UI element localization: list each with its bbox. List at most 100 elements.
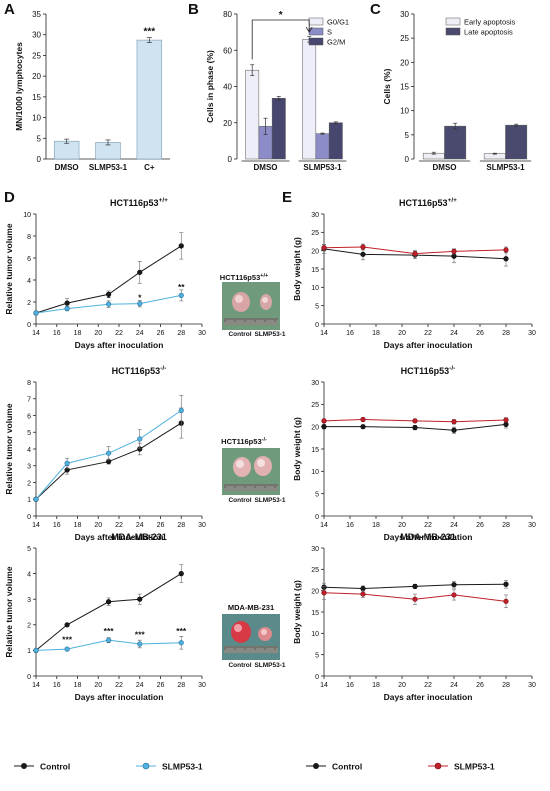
chart-d1-ytick-label: 8 — [27, 234, 31, 241]
chart-d2-ytick-label: 6 — [27, 413, 31, 420]
chart-e2-point-slmp53-1-day-28 — [503, 417, 509, 423]
chart-e3-xtick-label: 20 — [398, 682, 406, 689]
chart-d2-title-sup: -/- — [160, 365, 166, 372]
panel-letter-c: C — [370, 1, 381, 18]
chart-d1-ytick-label: 4 — [27, 278, 31, 285]
chart-d2-title: HCT116p53-/- — [112, 365, 167, 376]
chart-b-bar-g2-m-dmso — [271, 98, 286, 160]
chart-e3-point-slmp53-1-day-21 — [412, 596, 418, 602]
chart-e3-xtick-label: 22 — [424, 682, 432, 689]
chart-e3-title: MDA-MB-231 — [400, 532, 456, 542]
legend-d: Control SLMP53-1 — [14, 762, 203, 772]
chart-e2-point-slmp53-1-day-21 — [412, 418, 418, 424]
chart-a-xtick-dmso: DMSO — [55, 163, 79, 172]
chart-d3-point-slmp53-1-day-24 — [137, 641, 143, 647]
chart-d3-xtick-label: 26 — [157, 682, 165, 689]
chart-e2-ytick-label: 25 — [311, 402, 319, 409]
legend-d-control-marker — [21, 763, 27, 769]
chart-d3-point-slmp53-1-day-28 — [178, 640, 184, 646]
chart-e1-point-control-day-28 — [503, 256, 509, 262]
chart-e2-xtick-label: 28 — [502, 522, 510, 529]
chart-e3-xlabel: Days after inoculation — [384, 692, 473, 702]
chart-e3-ytick-label: 5 — [315, 652, 319, 659]
chart-e1-point-slmp53-1-day-17 — [360, 244, 366, 250]
chart-d1-point-slmp53-1-day-14 — [33, 310, 39, 316]
chart-e2-xtick-label: 18 — [372, 522, 380, 529]
chart-e2-ytick-label: 15 — [311, 447, 319, 454]
chart-c-xtick-slmp53-1: SLMP53-1 — [486, 163, 525, 172]
chart-e3-xtick-label: 28 — [502, 682, 510, 689]
chart-d3-tumor-volume-mda: MDA-MB-231 0 1 2 3 4 5 14 16 18 20 22 24 26 28 30 Days a… — [4, 532, 206, 702]
chart-e3-ytick-label: 20 — [311, 588, 319, 595]
chart-e3-point-slmp53-1-day-14 — [321, 590, 327, 596]
chart-d1-ytick-label: 0 — [27, 322, 31, 329]
chart-d1-point-slmp53-1-day-21 — [106, 301, 112, 307]
chart-d3-ytick-label: 4 — [27, 571, 31, 578]
chart-b-ytick-label: 60 — [223, 46, 232, 55]
photo-3-label-control: Control — [228, 662, 251, 669]
panel-letter-d: D — [4, 189, 15, 206]
chart-c-ytick-label: 5 — [405, 131, 410, 140]
chart-d2-xtick-label: 16 — [53, 522, 61, 529]
chart-e3-point-slmp53-1-day-28 — [503, 598, 509, 604]
legend-e: Control SLMP53-1 — [306, 762, 495, 772]
chart-d2-tumor-volume-hct116-null: HCT116p53-/- 0 1 2 3 4 5 6 7 8 14 16 18 20 22 24 26 28 30 D… — [4, 365, 206, 542]
chart-d3-xtick-label: 16 — [53, 682, 61, 689]
chart-d3-xtick-label: 22 — [115, 682, 123, 689]
chart-a-micronuclei: 0 5 10 15 20 25 30 35 MN/1000 lymphocytes DMSO SLM… — [14, 10, 170, 172]
chart-e1-xtick-label: 30 — [528, 330, 536, 337]
chart-d1-xtick-label: 20 — [94, 330, 102, 337]
chart-e1-title-sup: +/+ — [448, 197, 458, 204]
chart-e3-point-control-day-17 — [360, 585, 366, 592]
chart-b-legend-label-g0-g1: G0/G1 — [327, 18, 349, 27]
chart-d1-point-control-day-24 — [137, 269, 143, 275]
chart-a-ytick-label: 35 — [32, 10, 41, 19]
legend-e-control-label: Control — [332, 762, 362, 772]
chart-d2-xtick-label: 24 — [136, 522, 144, 529]
chart-e1-xtick-label: 24 — [450, 330, 458, 337]
chart-e1-point-slmp53-1-day-21 — [412, 251, 418, 257]
chart-d1-significance-2: ** — [178, 282, 185, 292]
chart-d1-point-slmp53-1-day-28 — [178, 292, 184, 299]
chart-d1-point-slmp53-1-day-24 — [137, 301, 143, 307]
chart-d2-ytick-label: 0 — [27, 514, 31, 521]
chart-a-bar-dmso — [53, 140, 80, 160]
chart-d3-ytick-label: 0 — [27, 674, 31, 681]
chart-e1-ytick-label: 30 — [311, 212, 319, 219]
tumor-photo-2 — [222, 448, 280, 495]
chart-b-legend-label-s: S — [327, 28, 332, 37]
chart-a-ytick-label: 5 — [37, 134, 42, 143]
legend-d-slmp-label: SLMP53-1 — [162, 762, 203, 772]
tumor-photo-1 — [222, 282, 280, 330]
chart-e3-xtick-label: 14 — [320, 682, 328, 689]
chart-b-ytick-label: 0 — [228, 155, 233, 164]
chart-a-significance: *** — [143, 27, 155, 38]
chart-a-ytick-label: 20 — [32, 72, 41, 81]
chart-d2-title-base: HCT116p53 — [112, 366, 161, 376]
chart-e3-point-slmp53-1-day-24 — [451, 592, 457, 598]
chart-b-xtick-dmso: DMSO — [254, 163, 278, 172]
chart-e2-point-control-day-17 — [360, 424, 366, 430]
chart-e1-ylabel: Body weight (g) — [292, 237, 302, 301]
chart-d2-point-slmp53-1-day-24 — [137, 436, 143, 442]
chart-c-ytick-label: 30 — [400, 10, 409, 19]
chart-d1-ytick-label: 6 — [27, 256, 31, 263]
chart-e1-title-base: HCT116p53 — [399, 198, 448, 208]
chart-c-legend-label-early-apoptosis: Early apoptosis — [464, 18, 516, 27]
chart-d3-xtick-label: 30 — [198, 682, 206, 689]
chart-e1-point-control-day-17 — [360, 251, 366, 257]
chart-e3-xtick-label: 30 — [528, 682, 536, 689]
chart-c-bar-late-apoptosis-dmso — [444, 125, 467, 160]
chart-e3-ylabel: Body weight (g) — [292, 580, 302, 644]
chart-c-ytick-label: 10 — [400, 107, 409, 116]
chart-d3-ytick-label: 3 — [27, 597, 31, 604]
chart-d1-xtick-label: 14 — [32, 330, 40, 337]
legend-d-control-label: Control — [40, 762, 70, 772]
legend-e-slmp-label: SLMP53-1 — [454, 762, 495, 772]
chart-d3-xlabel: Days after inoculation — [75, 692, 164, 702]
chart-e2-ytick-label: 30 — [311, 380, 319, 387]
chart-b-legend-label-g2-m: G2/M — [327, 38, 345, 47]
chart-d1-xtick-label: 22 — [115, 330, 123, 337]
chart-e3-ytick-label: 15 — [311, 610, 319, 617]
